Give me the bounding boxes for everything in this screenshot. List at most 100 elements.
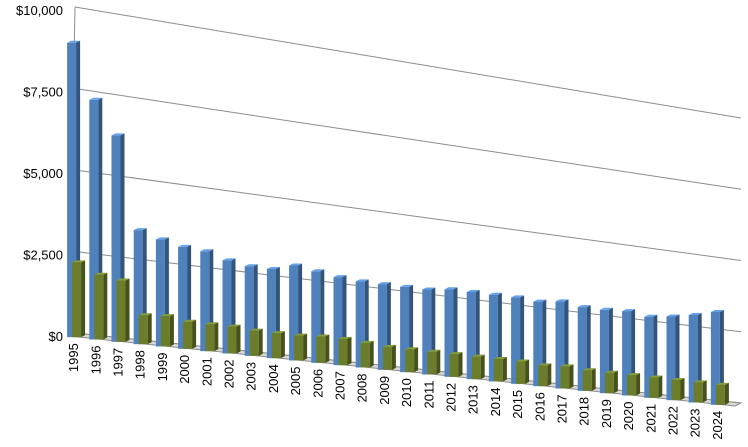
bar-top xyxy=(516,359,530,362)
bar-front xyxy=(67,42,77,338)
bar-side xyxy=(719,309,724,405)
bar-series-2-2011 xyxy=(427,349,441,375)
x-tick-label: 2011 xyxy=(421,381,436,409)
bar-front xyxy=(111,135,121,342)
bar-side xyxy=(591,368,596,391)
x-tick-label: 1995 xyxy=(66,343,81,372)
bar-front xyxy=(338,338,348,366)
bar-top xyxy=(160,314,174,317)
bar-top xyxy=(271,331,285,334)
x-tick-label: 1999 xyxy=(155,353,170,382)
bar-front xyxy=(666,316,676,401)
bar-front xyxy=(382,346,392,370)
bar-top xyxy=(422,287,436,290)
bar-series-2-2019 xyxy=(604,370,618,394)
x-tick-label: 2006 xyxy=(310,369,325,398)
bar-top xyxy=(405,347,419,350)
bar-top xyxy=(72,260,86,263)
bar-top xyxy=(710,309,724,312)
bar-front xyxy=(116,280,126,342)
bar-top xyxy=(316,334,330,337)
bar-series-2-2017 xyxy=(560,364,574,389)
bar-front xyxy=(488,294,498,382)
x-tick-label: 2005 xyxy=(288,367,303,396)
bar-front xyxy=(493,359,503,382)
bar-series-2-2024 xyxy=(715,382,729,405)
bar-top xyxy=(355,279,369,282)
x-tick-label: 1998 xyxy=(133,350,148,379)
bar-top xyxy=(649,375,663,378)
bar-side xyxy=(236,324,241,354)
bar-side xyxy=(258,328,263,356)
bar-top xyxy=(604,370,618,373)
bar-top xyxy=(377,282,391,285)
bar-top xyxy=(133,228,147,231)
bar-top xyxy=(222,258,236,261)
bar-front xyxy=(178,246,188,349)
bar-side xyxy=(347,336,352,366)
x-tick-label: 2019 xyxy=(599,399,614,428)
bar-top xyxy=(449,352,463,355)
bar-top xyxy=(382,344,396,347)
bar-top xyxy=(183,319,197,322)
bar-side xyxy=(502,357,507,382)
bar-top xyxy=(471,354,485,357)
bar-front xyxy=(183,321,193,349)
bar-top xyxy=(360,340,374,343)
bar-top xyxy=(94,272,108,275)
bar-top xyxy=(200,249,214,252)
bar-series-2-2022 xyxy=(671,377,685,401)
bar-front xyxy=(205,324,215,352)
bar-front xyxy=(604,372,614,394)
bar-front xyxy=(400,286,410,373)
bar-series-2-1999 xyxy=(160,314,174,347)
bar-front xyxy=(582,370,592,391)
bar-side xyxy=(147,313,152,345)
bar-top xyxy=(582,368,596,371)
bar-front xyxy=(622,311,632,396)
bar-series-1-2023 xyxy=(688,312,702,403)
bar-front xyxy=(533,301,543,387)
bar-side xyxy=(169,314,174,347)
bar-top xyxy=(244,264,258,267)
gridline xyxy=(74,169,742,261)
x-tick-label: 2008 xyxy=(355,374,370,403)
bar-front xyxy=(133,230,143,345)
bar-front xyxy=(155,239,165,347)
x-tick-label: 2003 xyxy=(244,362,259,391)
bar-side xyxy=(303,333,308,361)
x-tick-label: 1996 xyxy=(88,346,103,375)
bar-series-2-2021 xyxy=(649,375,663,398)
bar-side xyxy=(636,373,641,396)
x-tick-label: 2020 xyxy=(621,402,636,431)
bar-top xyxy=(289,263,303,266)
bar-top xyxy=(693,380,707,383)
bar-series-2-2004 xyxy=(271,331,285,359)
x-tick-label: 1997 xyxy=(111,348,126,377)
bar-series-2-2013 xyxy=(471,354,485,380)
y-tick-label: $5,000 xyxy=(23,166,63,181)
bar-top xyxy=(227,324,241,327)
bar-front xyxy=(333,277,343,366)
bar-front xyxy=(538,365,548,387)
x-tick-label: 2014 xyxy=(488,388,503,417)
bar-front xyxy=(222,260,232,354)
bar-top xyxy=(427,349,441,352)
bar-side xyxy=(680,377,685,401)
gridline xyxy=(74,88,742,190)
bar-top xyxy=(338,336,352,339)
bar-side xyxy=(697,312,702,403)
bar-front xyxy=(94,274,104,340)
bar-front xyxy=(405,349,415,373)
bar-front xyxy=(311,271,321,363)
bar-top xyxy=(715,382,729,385)
bar-front xyxy=(710,311,720,405)
bar-top xyxy=(466,289,480,292)
bar-series-1-2024 xyxy=(710,309,724,405)
bar-series-2-2016 xyxy=(538,363,552,387)
bar-series-2-2007 xyxy=(338,336,352,366)
bar-front xyxy=(516,361,526,384)
bar-top xyxy=(89,97,103,100)
bar-front xyxy=(599,309,609,394)
bar-top xyxy=(666,314,680,317)
